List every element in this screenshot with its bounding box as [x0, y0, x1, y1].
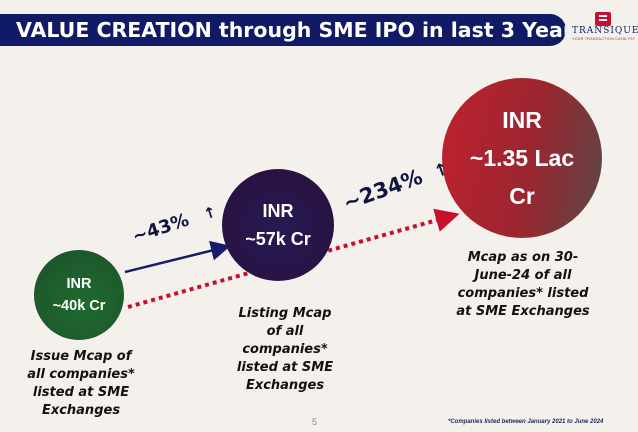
company-logo: TRANSIQUE YOUR TRANSACTION CATALYST: [572, 12, 638, 46]
page-number: 5: [312, 417, 318, 427]
solid-growth-arrow: [124, 240, 231, 274]
issue-mcap-value: ~40k Cr: [52, 298, 106, 314]
current-mcap-unit: Cr: [509, 183, 535, 209]
issue-mcap-currency: INR: [66, 276, 92, 292]
listing-mcap-value: ~57k Cr: [245, 229, 311, 249]
current-mcap-value: ~1.35 Lac: [469, 145, 575, 171]
page-title: VALUE CREATION through SME IPO in last 3…: [0, 14, 566, 46]
listing-mcap-currency: INR: [262, 201, 294, 221]
logo-mark-icon: [595, 12, 611, 26]
logo-name: TRANSIQUE: [572, 26, 638, 36]
footnote: *Companies listed between January 2021 t…: [448, 419, 604, 425]
current-mcap-caption: Mcap as on 30-June-24 of all companies* …: [456, 250, 590, 319]
current-mcap-currency: INR: [502, 107, 542, 133]
logo-tagline: YOUR TRANSACTION CATALYST: [572, 37, 636, 41]
listing-mcap-caption: Listing Mcap of all companies* listed at…: [236, 306, 334, 393]
listing-mcap-circle: INR ~57k Cr: [222, 169, 334, 281]
issue-mcap-circle: INR ~40k Cr: [34, 250, 124, 340]
current-mcap-circle: INR ~1.35 Lac Cr: [442, 78, 602, 238]
issue-mcap-caption: Issue Mcap of all companies* listed at S…: [27, 349, 135, 418]
